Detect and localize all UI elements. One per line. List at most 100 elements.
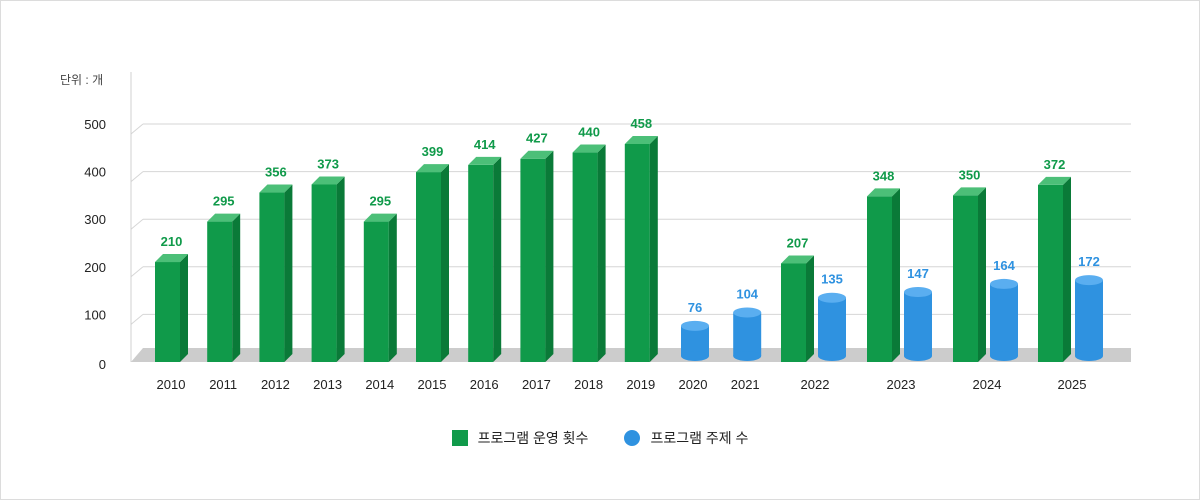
legend-label-topics: 프로그램 주제 수 bbox=[650, 430, 749, 446]
data-label: 172 bbox=[1078, 254, 1100, 269]
bar: 210 bbox=[155, 234, 188, 362]
bar: 440 bbox=[572, 125, 606, 362]
x-tick-label: 2024 bbox=[973, 377, 1002, 392]
data-label: 372 bbox=[1044, 157, 1066, 172]
bar-top bbox=[311, 176, 345, 185]
data-label: 440 bbox=[578, 125, 600, 140]
y-tick-label: 100 bbox=[84, 307, 106, 322]
cylinder-body bbox=[990, 283, 1018, 356]
legend-label-operations: 프로그램 운영 횟수 bbox=[477, 430, 589, 446]
x-tick-label: 2015 bbox=[418, 377, 447, 392]
x-tick-label: 2012 bbox=[261, 377, 290, 392]
bar: 356 bbox=[259, 165, 293, 362]
data-label: 373 bbox=[317, 156, 339, 171]
bar-side bbox=[180, 254, 188, 362]
bars: 210 295 356 373 295 399 414 427 440 458 76 104 207 13… bbox=[155, 116, 1103, 362]
bar-side bbox=[493, 156, 502, 362]
bar-side bbox=[441, 164, 449, 362]
bar-front bbox=[311, 184, 337, 362]
x-tick-label: 2017 bbox=[522, 377, 551, 392]
data-label: 356 bbox=[265, 165, 287, 180]
bar-front bbox=[363, 221, 389, 362]
bar-front bbox=[259, 192, 285, 362]
bar-top bbox=[416, 164, 449, 173]
x-tick-label: 2014 bbox=[365, 377, 394, 392]
bar-front bbox=[624, 143, 650, 362]
y-tick-label: 500 bbox=[84, 117, 106, 132]
bar-top bbox=[781, 255, 814, 264]
bar-side bbox=[545, 150, 554, 362]
bar-front bbox=[155, 262, 180, 362]
x-tick-label: 2010 bbox=[157, 377, 186, 392]
bar-top bbox=[953, 187, 986, 196]
data-label: 427 bbox=[526, 131, 548, 146]
bar-top bbox=[363, 213, 397, 222]
bar-top bbox=[207, 213, 241, 222]
grid-line-slant bbox=[130, 123, 144, 135]
bar-side bbox=[597, 144, 606, 362]
x-axis-ticks: 2010 2011 2012 2013 2014 2015 2016 2017 2018 2019… bbox=[157, 377, 1087, 392]
bar-side bbox=[806, 255, 814, 362]
cylinder-bar: 164 bbox=[990, 258, 1018, 361]
cylinder-bar: 147 bbox=[904, 266, 932, 361]
cylinder-bottom bbox=[733, 351, 762, 361]
cylinder-bottom bbox=[681, 351, 709, 361]
cylinder-top bbox=[733, 307, 762, 318]
y-tick-label: 400 bbox=[84, 165, 106, 180]
x-tick-label: 2025 bbox=[1058, 377, 1087, 392]
cylinder-top bbox=[818, 292, 846, 303]
bar-side bbox=[284, 184, 293, 362]
bar-front bbox=[468, 164, 494, 362]
x-tick-label: 2023 bbox=[887, 377, 916, 392]
cylinder-top bbox=[1075, 275, 1103, 286]
cylinder-body bbox=[733, 312, 762, 356]
y-tick-label: 300 bbox=[84, 212, 106, 227]
bar: 295 bbox=[363, 194, 397, 362]
grid-line-slant bbox=[130, 266, 144, 278]
bar-front bbox=[207, 221, 233, 362]
data-label: 104 bbox=[736, 286, 758, 301]
bar: 350 bbox=[953, 167, 986, 362]
bar-top bbox=[468, 156, 502, 165]
bar-side bbox=[892, 188, 900, 362]
legend-item-operations: 프로그램 운영 횟수 bbox=[451, 428, 589, 448]
cylinder-bar: 135 bbox=[818, 272, 846, 361]
data-label: 207 bbox=[787, 235, 809, 250]
bar-top bbox=[1038, 176, 1071, 185]
legend-swatch-square bbox=[451, 430, 468, 446]
data-label: 414 bbox=[474, 137, 496, 152]
unit-label: 단위 : 개 bbox=[60, 73, 103, 87]
bar-side bbox=[232, 213, 241, 362]
data-label: 295 bbox=[213, 194, 235, 209]
data-label: 135 bbox=[821, 272, 843, 287]
data-label: 76 bbox=[688, 300, 702, 315]
bar-side bbox=[978, 187, 986, 362]
bar-side bbox=[336, 176, 345, 362]
bar-top bbox=[520, 150, 554, 159]
cylinder-top bbox=[681, 320, 709, 331]
data-label: 295 bbox=[369, 194, 391, 209]
data-label: 164 bbox=[993, 258, 1015, 273]
bar-side bbox=[1063, 176, 1071, 362]
x-tick-label: 2013 bbox=[313, 377, 342, 392]
bar-front bbox=[953, 195, 978, 362]
bar: 458 bbox=[624, 116, 658, 362]
y-axis-ticks: 0 100 200 300 400 500 bbox=[84, 117, 106, 372]
cylinder-body bbox=[1075, 280, 1103, 356]
grid-line-slant bbox=[130, 171, 144, 182]
x-tick-label: 2020 bbox=[679, 377, 708, 392]
cylinder-bottom bbox=[990, 351, 1018, 361]
x-tick-label: 2018 bbox=[574, 377, 603, 392]
bar-top bbox=[572, 144, 606, 153]
cylinder-body bbox=[681, 325, 709, 356]
data-label: 399 bbox=[422, 144, 444, 159]
legend-swatch-circle bbox=[624, 430, 641, 446]
y-tick-label: 0 bbox=[99, 357, 106, 372]
bar-front bbox=[572, 152, 598, 362]
x-tick-label: 2016 bbox=[470, 377, 499, 392]
bar: 207 bbox=[781, 235, 814, 362]
bar: 373 bbox=[311, 156, 345, 362]
bar: 348 bbox=[867, 168, 900, 362]
x-tick-label: 2011 bbox=[209, 377, 237, 392]
